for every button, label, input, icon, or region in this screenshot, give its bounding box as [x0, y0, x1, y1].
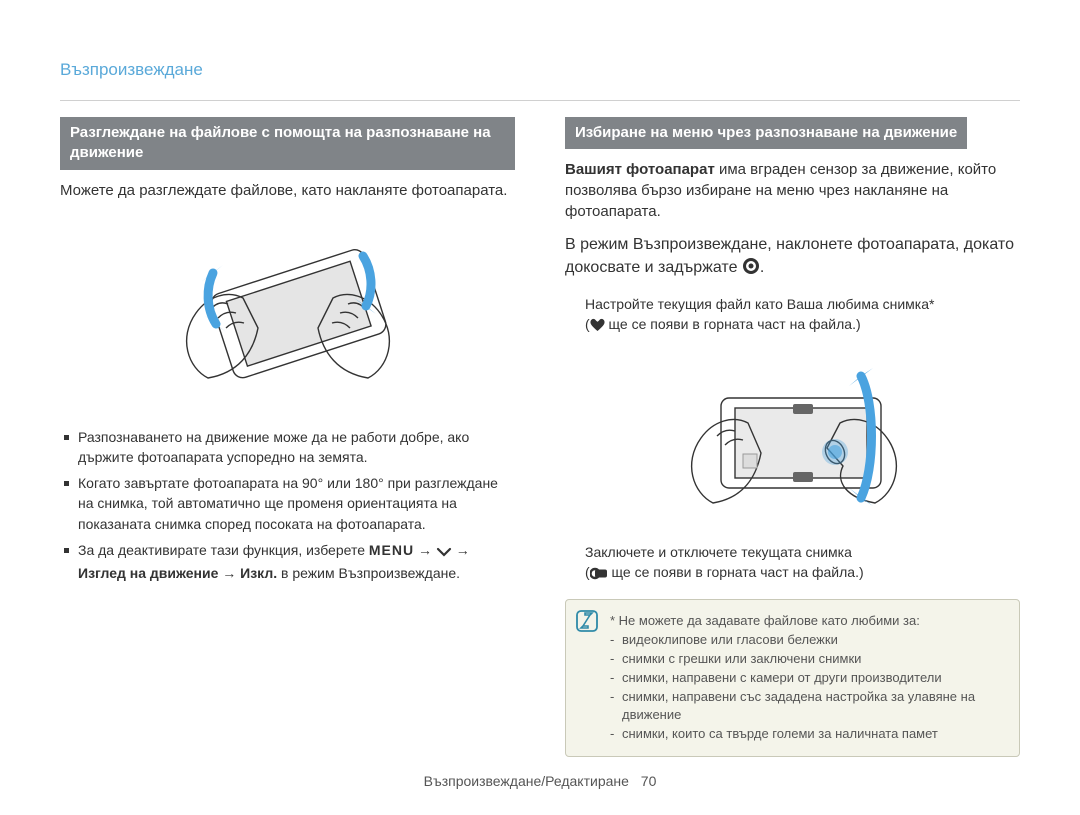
note-item-1: видеоклипове или гласови бележки [610, 631, 1005, 650]
lock-line1: Заключете и отключете текущата снимка [585, 542, 1020, 562]
down-chevron-icon [436, 543, 452, 563]
b3-arrow1: → [414, 542, 436, 558]
page-number: 70 [641, 773, 657, 789]
fav-line1: Настройте текущия файл като Ваша любима … [585, 294, 1020, 314]
footer-text: Възпроизвеждане/Редактиране [424, 773, 629, 789]
target-icon [742, 257, 760, 282]
b3-arrow2: → [452, 542, 470, 558]
menu-label: MENU [369, 542, 414, 558]
b3-bold: Изглед на движение → Изкл. [78, 565, 277, 581]
note-item-3: снимки, направени с камери от други прои… [610, 669, 1005, 688]
lock-caption: Заключете и отключете текущата снимка ( … [585, 542, 1020, 586]
lock-rest: ще се появи в горната част на файла.) [608, 564, 864, 580]
instr-text: В режим Възпроизвеждане, наклонете фотоа… [565, 236, 1014, 275]
left-header: Разглеждане на файлове с помощта на разп… [60, 117, 515, 170]
left-intro: Можете да разглеждате файлове, като накл… [60, 180, 515, 201]
right-intro: Вашият фотоапарат има вграден сензор за … [565, 159, 1020, 222]
left-bullet-3: За да деактивирате тази функция, изберет… [60, 540, 515, 584]
page-section-title: Възпроизвеждане [60, 60, 1020, 80]
right-header: Избиране на меню чрез разпознаване на дв… [565, 117, 967, 149]
two-column-layout: Разглеждане на файлове с помощта на разп… [60, 117, 1020, 757]
info-icon [576, 610, 598, 638]
favorite-caption: Настройте текущия файл като Ваша любима … [585, 294, 1020, 338]
left-illustration [60, 213, 515, 413]
note-box: * Не можете да задавате файлове като люб… [565, 599, 1020, 757]
left-bullet-1: Разпознаването на движение може да не ра… [60, 427, 515, 468]
left-column: Разглеждане на файлове с помощта на разп… [60, 117, 515, 757]
right-intro-bold: Вашият фотоапарат [565, 161, 715, 178]
heart-icon [590, 317, 605, 337]
b3-text-d: в режим Възпроизвеждане. [277, 565, 460, 581]
note-item-4: снимки, направени със зададена настройка… [610, 688, 1005, 726]
left-bullet-2: Когато завъртате фотоапарата на 90° или … [60, 473, 515, 534]
note-title: * Не можете да задавате файлове като люб… [610, 612, 1005, 631]
note-list: видеоклипове или гласови бележки снимки … [610, 631, 1005, 744]
right-column: Избиране на меню чрез разпознаване на дв… [565, 117, 1020, 757]
note-item-2: снимки с грешки или заключени снимки [610, 650, 1005, 669]
note-item-5: снимки, които са твърде големи за наличн… [610, 725, 1005, 744]
page-footer: Възпроизвеждане/Редактиране 70 [0, 773, 1080, 789]
fav-rest: ще се появи в горната част на файла.) [605, 316, 861, 332]
b3-text-a: За да деактивирате тази функция, изберет… [78, 542, 369, 558]
lock-icon [590, 565, 608, 585]
right-instruction: В режим Възпроизвеждане, наклонете фотоа… [565, 234, 1020, 282]
instr-period: . [760, 259, 764, 276]
right-illustration [565, 348, 1020, 528]
left-bullet-list: Разпознаването на движение може да не ра… [60, 427, 515, 584]
divider [60, 100, 1020, 101]
